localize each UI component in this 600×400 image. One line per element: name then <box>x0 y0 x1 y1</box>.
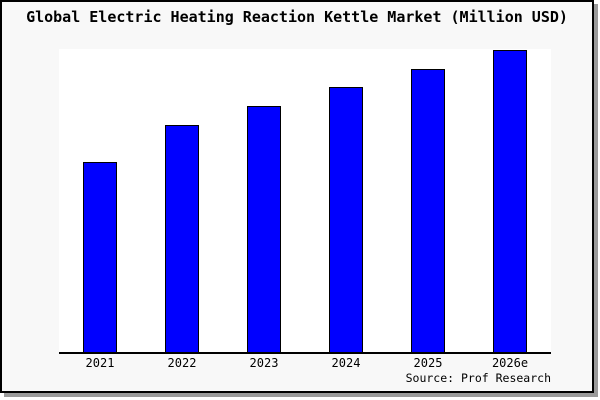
bar-slot-2025 <box>387 49 469 352</box>
bar-2022 <box>165 125 199 352</box>
bar-slot-2022 <box>141 49 223 352</box>
x-tick-label-2024: 2024 <box>331 356 361 370</box>
x-tick-label-2025: 2025 <box>413 356 443 370</box>
bar-2023 <box>247 105 281 352</box>
bar-2026e <box>493 49 527 352</box>
bar-2024 <box>329 86 363 352</box>
bar-slot-2026e <box>469 49 551 352</box>
x-tick-label-2023: 2023 <box>249 356 279 370</box>
bar-2021 <box>83 162 117 352</box>
x-tick-label-2026e: 2026e <box>491 356 529 370</box>
source-label: Source: Prof Research <box>405 371 551 385</box>
bar-2025 <box>411 69 445 352</box>
x-tick-label-2021: 2021 <box>85 356 115 370</box>
bar-slot-2024 <box>305 49 387 352</box>
plot-area <box>59 49 551 354</box>
chart-frame: Global Electric Heating Reaction Kettle … <box>0 0 594 393</box>
x-axis-tick-row: 2021 2022 2023 2024 2025 2026e <box>59 356 551 372</box>
chart-title: Global Electric Heating Reaction Kettle … <box>26 8 568 26</box>
bar-slot-2021 <box>59 49 141 352</box>
bar-slot-2023 <box>223 49 305 352</box>
x-tick-label-2022: 2022 <box>167 356 197 370</box>
